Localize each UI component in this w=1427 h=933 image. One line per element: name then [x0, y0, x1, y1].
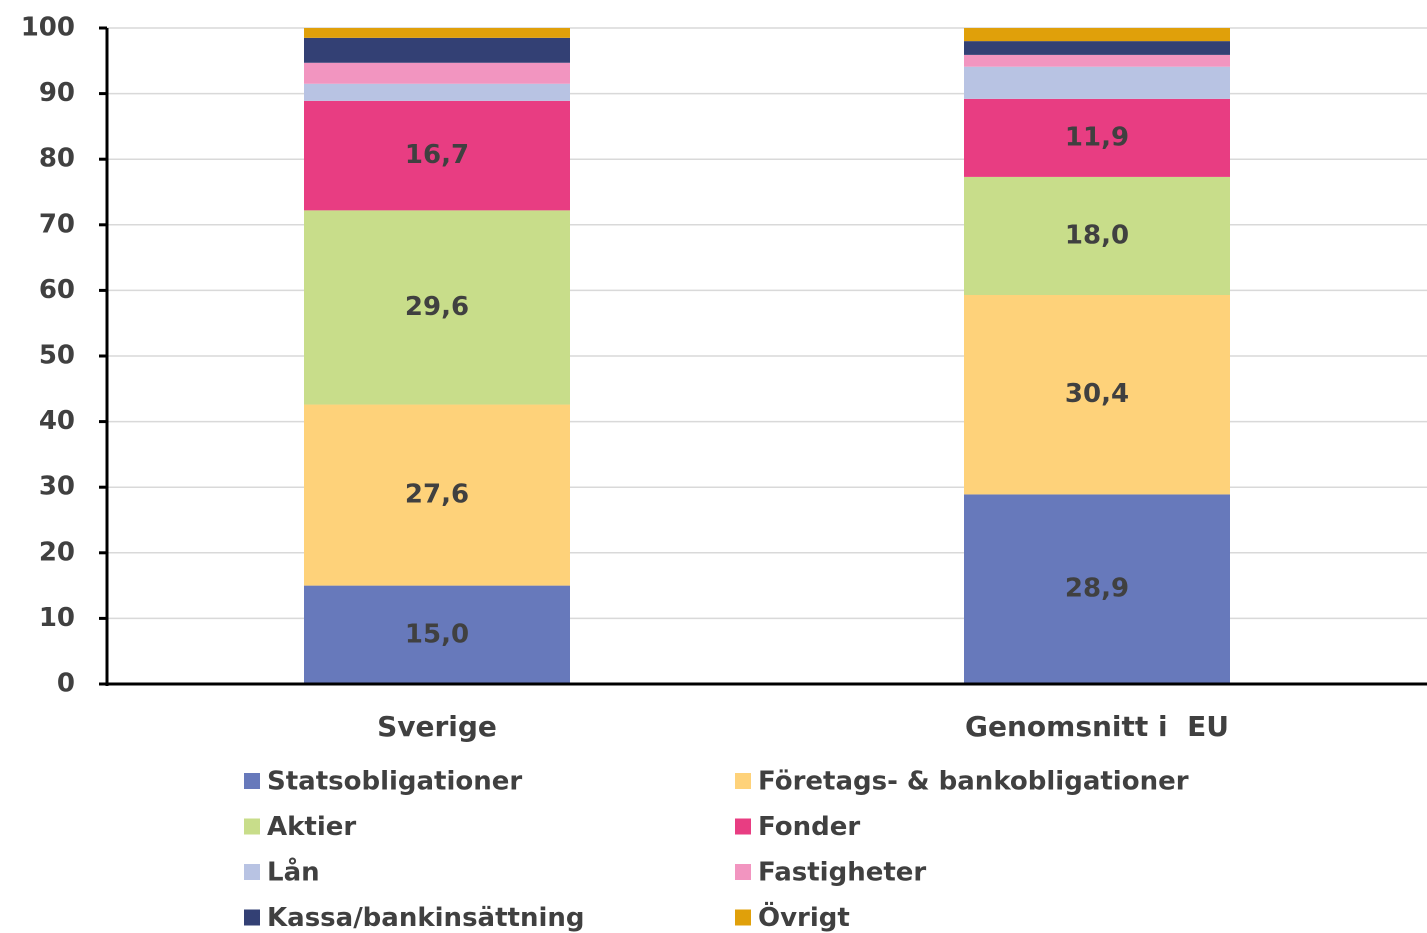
legend-label: Fastigheter	[758, 858, 926, 888]
y-tick-label: 0	[57, 669, 75, 699]
legend-label: Aktier	[267, 812, 356, 842]
bar-segment	[964, 176, 1230, 295]
value-label: 11,9	[1065, 122, 1129, 152]
legend-swatch	[735, 864, 751, 880]
x-tick-label: Sverige	[377, 710, 497, 743]
value-label: 27,6	[405, 480, 469, 510]
legend-swatch	[244, 773, 260, 789]
y-tick-label: 70	[39, 209, 75, 239]
legend-swatch	[244, 818, 260, 835]
y-tick-label: 80	[39, 144, 75, 174]
bar-segment	[304, 37, 570, 63]
y-tick-label: 60	[39, 275, 75, 305]
bar-segment	[304, 62, 570, 84]
legend-swatch	[735, 909, 751, 926]
bar-segment	[304, 83, 570, 101]
bar-segment	[964, 66, 1230, 99]
bar-segment	[304, 100, 570, 211]
bar-segment	[304, 585, 570, 684]
y-tick-label: 50	[39, 341, 75, 371]
bar-segment	[964, 54, 1230, 67]
value-label: 30,4	[1065, 379, 1129, 409]
y-tick-label: 20	[39, 537, 75, 567]
legend-label: Lån	[267, 856, 320, 888]
legend-swatch	[735, 818, 751, 835]
bar-segment	[964, 294, 1230, 495]
legend-label: Kassa/bankinsättning	[267, 903, 584, 933]
bar-segment	[964, 41, 1230, 55]
legend-label: Övrigt	[758, 900, 850, 933]
legend-label: Företags- & bankobligationer	[758, 767, 1189, 797]
y-tick-label: 90	[39, 78, 75, 108]
y-tick-label: 40	[39, 406, 75, 436]
value-label: 16,7	[405, 140, 469, 170]
bar-segment	[964, 98, 1230, 177]
bar-segment	[304, 28, 570, 38]
bar-segment	[964, 28, 1230, 42]
legend-swatch	[244, 864, 260, 880]
value-label: 28,9	[1065, 574, 1129, 604]
value-label: 18,0	[1065, 220, 1129, 250]
bar-segment	[304, 404, 570, 586]
bar-segment	[304, 210, 570, 405]
y-tick-label: 30	[39, 472, 75, 502]
legend-label: Statsobligationer	[267, 767, 522, 797]
legend-label: Fonder	[758, 812, 860, 842]
x-tick-label: Genomsnitt i EU	[965, 710, 1229, 743]
legend-swatch	[244, 909, 260, 926]
y-tick-label: 100	[21, 13, 75, 43]
legend-swatch	[735, 773, 751, 789]
y-tick-label: 10	[39, 603, 75, 633]
bar-segment	[964, 494, 1230, 684]
value-label: 15,0	[405, 619, 469, 649]
value-label: 29,6	[405, 292, 469, 322]
